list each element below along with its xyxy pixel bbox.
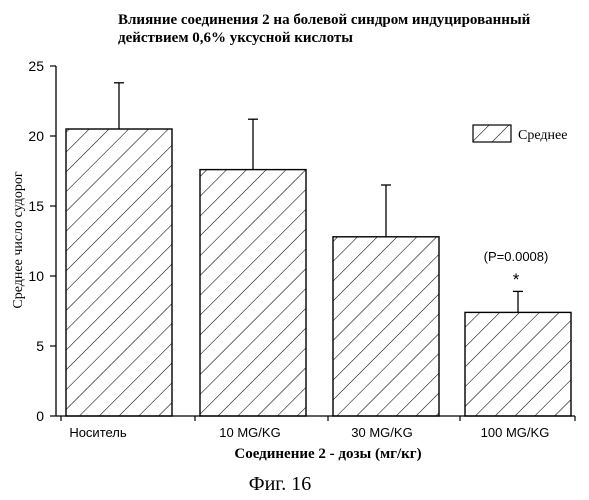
y-tick-label: 15 xyxy=(28,198,44,214)
x-tick-label: 10 MG/KG xyxy=(219,425,280,440)
figure-caption: Фиг. 16 xyxy=(249,473,311,495)
y-tick-label: 20 xyxy=(28,128,44,144)
bar xyxy=(200,170,306,416)
bar xyxy=(333,237,439,416)
y-tick-label: 10 xyxy=(28,268,44,284)
y-ticks: 0 5 10 15 20 25 xyxy=(28,58,56,424)
bar xyxy=(66,129,172,416)
chart-title-line2: действием 0,6% уксусной кислоты xyxy=(118,30,353,46)
y-axis-label: Среднее число судорог xyxy=(11,171,26,308)
legend-label: Среднее xyxy=(518,128,567,143)
legend-swatch xyxy=(473,125,511,142)
x-axis-label: Соединение 2 - дозы (мг/кг) xyxy=(234,446,421,462)
y-tick-label: 5 xyxy=(36,338,44,354)
x-tick-label: 100 MG/KG xyxy=(481,425,550,440)
chart-title-line1: Влияние соединения 2 на болевой синдром … xyxy=(118,12,531,28)
annotation-significance-marker: * xyxy=(513,270,520,289)
annotation-p-value: (P=0.0008) xyxy=(484,249,549,264)
legend: Среднее xyxy=(473,125,567,143)
y-tick-label: 25 xyxy=(28,58,44,74)
x-tick-label: 30 MG/KG xyxy=(351,425,412,440)
x-tick-label: Носитель xyxy=(69,425,127,440)
x-ticks: Носитель 10 MG/KG 30 MG/KG 100 MG/KG xyxy=(61,416,575,440)
bar xyxy=(465,312,571,416)
y-tick-label: 0 xyxy=(36,408,44,424)
